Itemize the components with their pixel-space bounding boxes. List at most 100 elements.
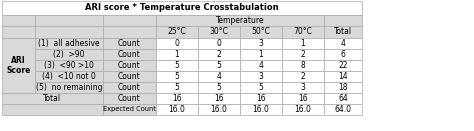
Bar [282,93,324,104]
Bar [2,15,35,26]
Text: 16.0: 16.0 [210,105,228,114]
Text: 4: 4 [217,72,221,81]
Bar [240,60,282,71]
Text: (2)  >90: (2) >90 [53,50,85,59]
Text: Expected Count: Expected Count [103,107,156,113]
Bar [324,104,362,115]
Bar [198,38,240,49]
Text: 2: 2 [217,50,221,59]
Text: 5: 5 [217,83,221,92]
Bar [282,38,324,49]
Bar [35,60,103,71]
Bar [35,71,103,82]
Bar [324,49,362,60]
Bar [103,15,156,26]
Bar [282,104,324,115]
Bar [103,93,156,104]
Text: 18: 18 [338,83,348,92]
Text: Count: Count [118,61,141,70]
Text: Count: Count [118,50,141,59]
Text: (5)  no remaining: (5) no remaining [36,83,102,92]
Bar [35,26,103,38]
Text: 3: 3 [301,83,305,92]
Bar [156,26,198,38]
Bar [324,71,362,82]
Text: 5: 5 [174,83,180,92]
Text: 50°C: 50°C [252,28,271,37]
Text: (1)  all adhesive: (1) all adhesive [38,39,100,48]
Bar [2,104,103,115]
Text: 5: 5 [258,83,264,92]
Bar [240,104,282,115]
Bar [156,104,198,115]
Bar [324,82,362,93]
Bar [282,49,324,60]
Bar [103,104,156,115]
Text: 16.0: 16.0 [294,105,311,114]
Bar [103,71,156,82]
Bar [240,49,282,60]
Bar [2,26,35,38]
Text: Total: Total [334,28,352,37]
Bar [156,49,198,60]
Bar [103,49,156,60]
Bar [240,71,282,82]
Text: 0: 0 [174,39,180,48]
Text: Temperature: Temperature [216,16,264,25]
Bar [156,60,198,71]
Bar [156,82,198,93]
Text: 3: 3 [258,39,264,48]
Text: 16: 16 [172,94,182,103]
Text: 8: 8 [301,61,305,70]
Bar [156,71,198,82]
Bar [35,15,103,26]
Text: 22: 22 [338,61,348,70]
Bar [198,60,240,71]
Bar [240,93,282,104]
Text: 16: 16 [256,94,266,103]
Bar [282,60,324,71]
Bar [324,60,362,71]
Bar [103,38,156,49]
Text: 14: 14 [338,72,348,81]
Text: 3: 3 [258,72,264,81]
Bar [156,93,198,104]
Text: ARI
Score: ARI Score [6,56,31,75]
Bar [156,15,324,26]
Text: 5: 5 [174,61,180,70]
Bar [2,38,35,93]
Text: 70°C: 70°C [293,28,312,37]
Bar [198,71,240,82]
Text: 1: 1 [259,50,264,59]
Bar [198,26,240,38]
Text: 5: 5 [217,61,221,70]
Bar [324,38,362,49]
Text: Count: Count [118,94,141,103]
Text: 4: 4 [340,39,346,48]
Text: 64: 64 [338,94,348,103]
Text: (4)  <10 not 0: (4) <10 not 0 [42,72,96,81]
Bar [324,15,362,26]
Bar [198,49,240,60]
Bar [2,1,362,15]
Bar [103,82,156,93]
Bar [156,38,198,49]
Text: 64.0: 64.0 [335,105,352,114]
Text: 16: 16 [214,94,224,103]
Bar [35,49,103,60]
Bar [198,93,240,104]
Text: 1: 1 [301,39,305,48]
Bar [2,93,103,104]
Text: 2: 2 [301,72,305,81]
Bar [35,82,103,93]
Text: 30°C: 30°C [210,28,228,37]
Text: 16: 16 [298,94,308,103]
Text: 5: 5 [174,72,180,81]
Text: 16.0: 16.0 [169,105,185,114]
Text: 1: 1 [174,50,179,59]
Text: 0: 0 [217,39,221,48]
Bar [282,71,324,82]
Text: (3)  <90 >10: (3) <90 >10 [44,61,94,70]
Text: Count: Count [118,72,141,81]
Bar [282,26,324,38]
